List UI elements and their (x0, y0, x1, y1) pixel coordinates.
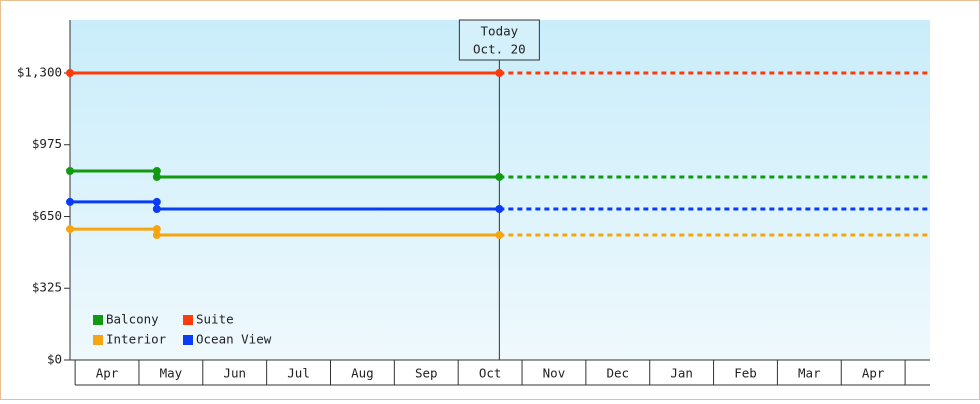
x-tick-label: Jun (223, 366, 246, 381)
point (152, 204, 161, 213)
point (495, 231, 504, 240)
legend-swatch (183, 315, 193, 325)
x-tick-label: Jul (287, 366, 310, 381)
legend-label: Balcony (106, 312, 159, 327)
x-tick-label: Mar (798, 366, 821, 381)
point (152, 172, 161, 181)
legend-label: Interior (106, 332, 167, 347)
x-tick-label: Sep (415, 366, 438, 381)
x-tick-label: May (160, 366, 183, 381)
x-tick-label: Jan (670, 366, 693, 381)
x-tick-label: Apr (862, 366, 885, 381)
y-tick-label: $325 (32, 280, 62, 295)
x-tick-label: Aug (351, 366, 374, 381)
legend-swatch (183, 335, 193, 345)
x-tick-label: Dec (607, 366, 630, 381)
point (152, 167, 161, 176)
today-label: Today (481, 24, 519, 39)
point (66, 167, 74, 176)
legend-label: Suite (196, 312, 234, 327)
today-label: Oct. 20 (473, 42, 526, 57)
y-tick-label: $975 (32, 136, 62, 151)
point (495, 204, 504, 213)
legend-swatch (93, 335, 103, 345)
point (152, 197, 161, 206)
y-tick-label: $650 (32, 208, 62, 223)
point (66, 225, 74, 234)
point (495, 68, 504, 77)
point (66, 197, 74, 206)
legend-label: Ocean View (196, 332, 272, 347)
x-tick-label: Apr (96, 366, 119, 381)
x-tick-label: Feb (734, 366, 757, 381)
y-tick-label: $1,300 (17, 64, 62, 79)
point (152, 225, 161, 234)
point (495, 172, 504, 181)
point (152, 231, 161, 240)
x-tick-label: Oct (479, 366, 502, 381)
point (66, 68, 74, 77)
legend-swatch (93, 315, 103, 325)
today-box (458, 19, 540, 61)
y-tick-label: $0 (47, 352, 62, 367)
x-tick-label: Nov (543, 366, 566, 381)
